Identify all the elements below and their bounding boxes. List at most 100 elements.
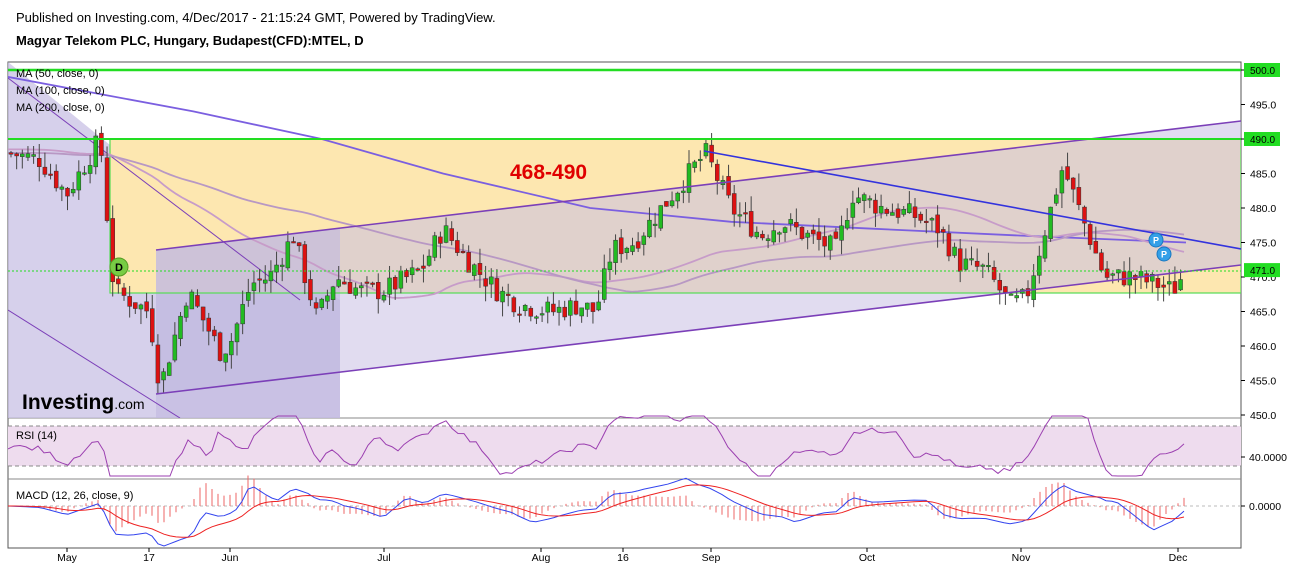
candle-up (828, 235, 833, 251)
legend-ma50: MA (50, close, 0) (16, 68, 99, 80)
candle-down (110, 218, 115, 283)
macd-tick: 0.0000 (1249, 501, 1281, 513)
candle-up (675, 192, 680, 202)
ma50-line (8, 148, 1185, 299)
candle-down (573, 300, 579, 315)
candle-down (957, 248, 963, 272)
candle-up (890, 212, 895, 216)
candle-down (37, 157, 42, 167)
candle-up (568, 300, 573, 316)
candle-down (918, 213, 923, 221)
candle-up (1178, 279, 1183, 291)
candle-down (822, 236, 827, 247)
candle-up (963, 258, 969, 270)
candle-up (330, 286, 336, 300)
candle-down (1082, 206, 1087, 224)
macd-title: MACD (12, 26, close, 9) (16, 490, 133, 502)
candle-up (1008, 293, 1014, 296)
ma200-line (8, 76, 1187, 244)
candle-down (116, 278, 121, 285)
candle-up (839, 225, 844, 241)
candle-down (974, 260, 980, 267)
x-tick-label: Oct (859, 552, 875, 564)
chart-title: Magyar Telekom PLC, Hungary, Budapest(CF… (16, 33, 364, 48)
candle-up (579, 307, 584, 317)
candle-down (618, 237, 624, 255)
candle-down (466, 252, 471, 273)
candle-down (1144, 273, 1149, 283)
candle-down (460, 251, 466, 254)
candle-down (1065, 166, 1070, 180)
rsi-band (8, 426, 1241, 466)
candle-up (652, 223, 658, 226)
candle-up (353, 287, 358, 296)
candle-down (364, 281, 370, 284)
price-labels: 500.0 490.0 471.0 (1244, 63, 1280, 278)
candle-up (246, 292, 251, 301)
candle-up (861, 194, 867, 201)
y-tick-label: 450.0 (1250, 410, 1276, 422)
x-tick-label: 16 (617, 552, 629, 564)
p-marker-2[interactable] (1156, 246, 1172, 262)
candle-up (359, 285, 364, 289)
candle-up (1110, 273, 1115, 276)
candle-up (178, 315, 183, 339)
candle-down (494, 278, 500, 302)
candle-up (901, 209, 906, 215)
p-marker-1[interactable] (1148, 232, 1164, 248)
candle-up (647, 219, 652, 238)
candle-down (53, 170, 59, 189)
candle-down (664, 201, 669, 207)
candle-down (997, 280, 1002, 291)
candle-up (613, 239, 618, 263)
candle-up (189, 291, 195, 310)
candle-down (811, 229, 816, 235)
candle-up (1150, 273, 1155, 282)
y-tick-label: 465.0 (1250, 307, 1276, 319)
x-tick-label: Aug (532, 552, 551, 564)
candle-up (31, 154, 36, 157)
candle-up (1048, 206, 1053, 239)
candle-up (1037, 255, 1042, 276)
left-downtrend-line-upper (8, 77, 301, 301)
candle-down (833, 231, 839, 239)
candle-up (556, 306, 562, 313)
candle-down (726, 176, 731, 196)
candles (8, 126, 1183, 394)
candle-up (432, 235, 437, 258)
candle-down (313, 302, 319, 309)
published-line: Published on Investing.com, 4/Dec/2017 -… (16, 10, 496, 25)
x-tick-label: 17 (143, 552, 155, 564)
candle-down (14, 153, 19, 157)
candle-down (884, 209, 889, 214)
y-tick-label: 455.0 (1250, 376, 1276, 388)
ma100-line (8, 151, 1185, 293)
candle-down (873, 199, 878, 214)
candle-down (8, 152, 14, 155)
y-tick-label: 495.0 (1250, 100, 1276, 112)
candle-up (443, 225, 449, 243)
legend-ma100: MA (100, close, 0) (16, 85, 105, 97)
main-plot (8, 62, 1241, 418)
dividend-marker[interactable] (109, 257, 129, 277)
candle-down (415, 268, 421, 271)
candle-down (308, 279, 313, 301)
candle-up (240, 304, 245, 325)
candle-down (48, 173, 53, 176)
candle-up (93, 135, 98, 168)
candle-up (1042, 235, 1048, 259)
candle-up (585, 302, 590, 310)
candle-up (25, 153, 31, 158)
candle-down (715, 163, 720, 181)
candle-down (505, 293, 511, 296)
rsi-line (7, 415, 1185, 477)
candle-down (1104, 268, 1110, 278)
candle-up (607, 261, 613, 270)
macd-signal-line (7, 484, 1185, 538)
price-axis: 500.0495.0490.0485.0480.0475.0470.0465.0… (1241, 65, 1276, 422)
candle-down (449, 228, 454, 241)
candle-up (285, 241, 291, 269)
candle-up (500, 290, 505, 303)
candle-up (782, 227, 788, 233)
candle-down (257, 278, 262, 281)
